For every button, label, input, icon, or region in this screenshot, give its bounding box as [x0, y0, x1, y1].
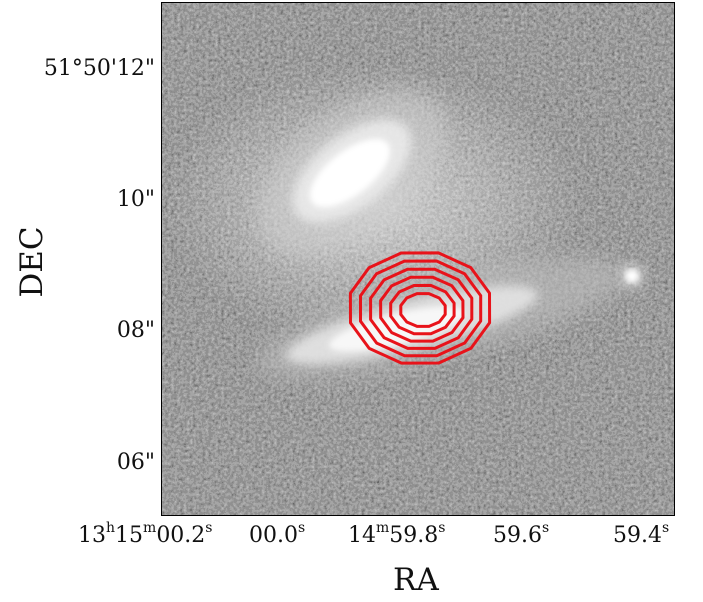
- upper-galaxy: [257, 90, 447, 256]
- sky-image: [162, 3, 674, 515]
- xtick-label: 00.0s: [249, 520, 306, 548]
- contour-level: [389, 283, 456, 336]
- xtick-label: 59.6s: [493, 520, 550, 548]
- y-axis-label: DEC: [14, 226, 50, 298]
- point-source: [618, 262, 646, 290]
- contour-level: [379, 275, 465, 343]
- ytick-label: 51°50'12": [43, 56, 155, 81]
- x-axis-label: RA: [393, 562, 439, 598]
- xtick-label: 13h15m00.2s: [78, 520, 213, 548]
- ytick-label: 08": [116, 318, 155, 343]
- ytick-label: 06": [116, 450, 155, 475]
- sky-image-panel: [161, 2, 675, 516]
- radio-contours: [348, 251, 492, 365]
- contour-level: [369, 267, 474, 350]
- ytick-label: 10": [116, 187, 155, 212]
- xtick-label: 59.4s: [613, 520, 670, 548]
- contour-level: [348, 251, 492, 365]
- xtick-label: 14m59.8s: [348, 520, 446, 548]
- contour-level: [359, 259, 483, 358]
- contour-level: [399, 292, 447, 328]
